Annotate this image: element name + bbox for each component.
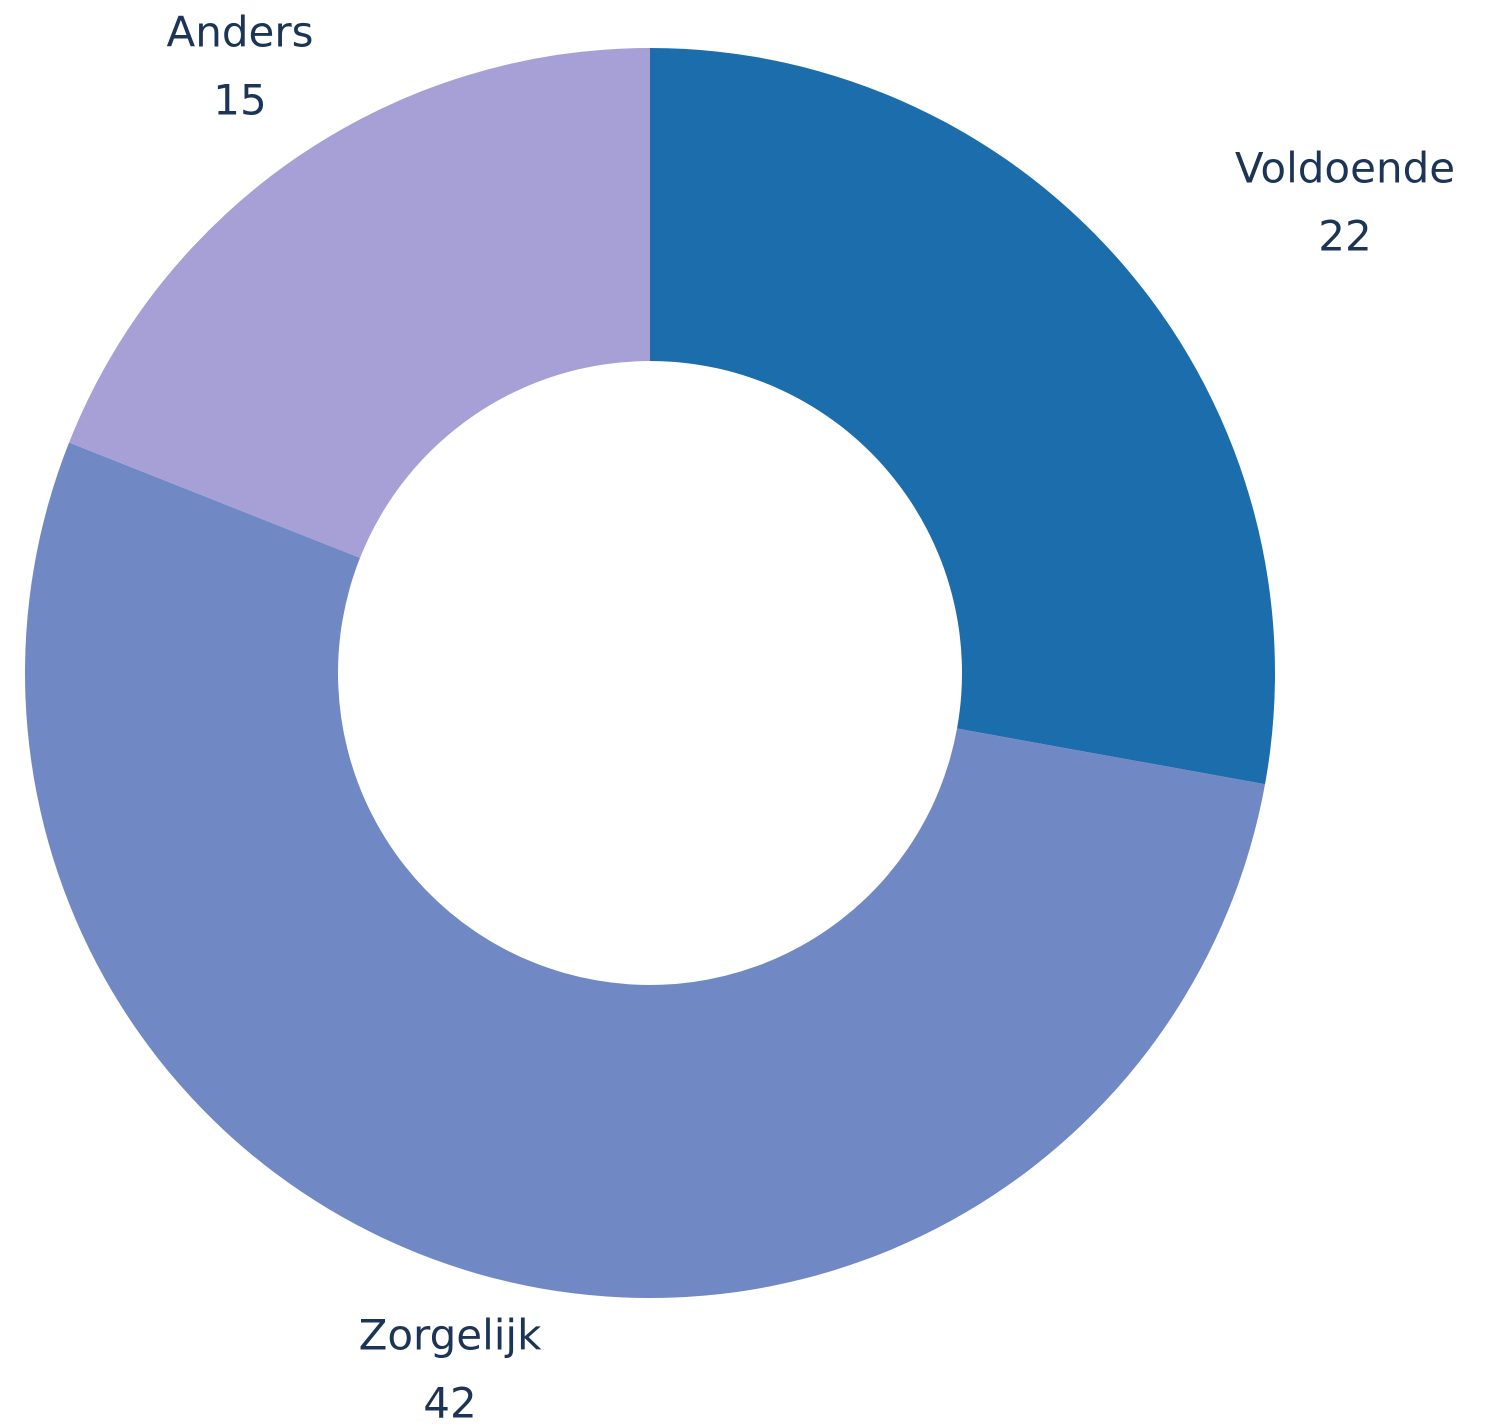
donut-slice	[650, 48, 1275, 785]
slice-value: 22	[1318, 212, 1371, 261]
slice-value: 42	[423, 1379, 476, 1427]
slice-label: Anders	[167, 8, 314, 57]
slice-label: Zorgelijk	[359, 1311, 543, 1360]
donut-slice	[69, 48, 650, 558]
donut-slice	[24, 442, 1266, 1298]
slice-value: 15	[213, 76, 266, 125]
slice-label: Voldoende	[1235, 144, 1455, 193]
